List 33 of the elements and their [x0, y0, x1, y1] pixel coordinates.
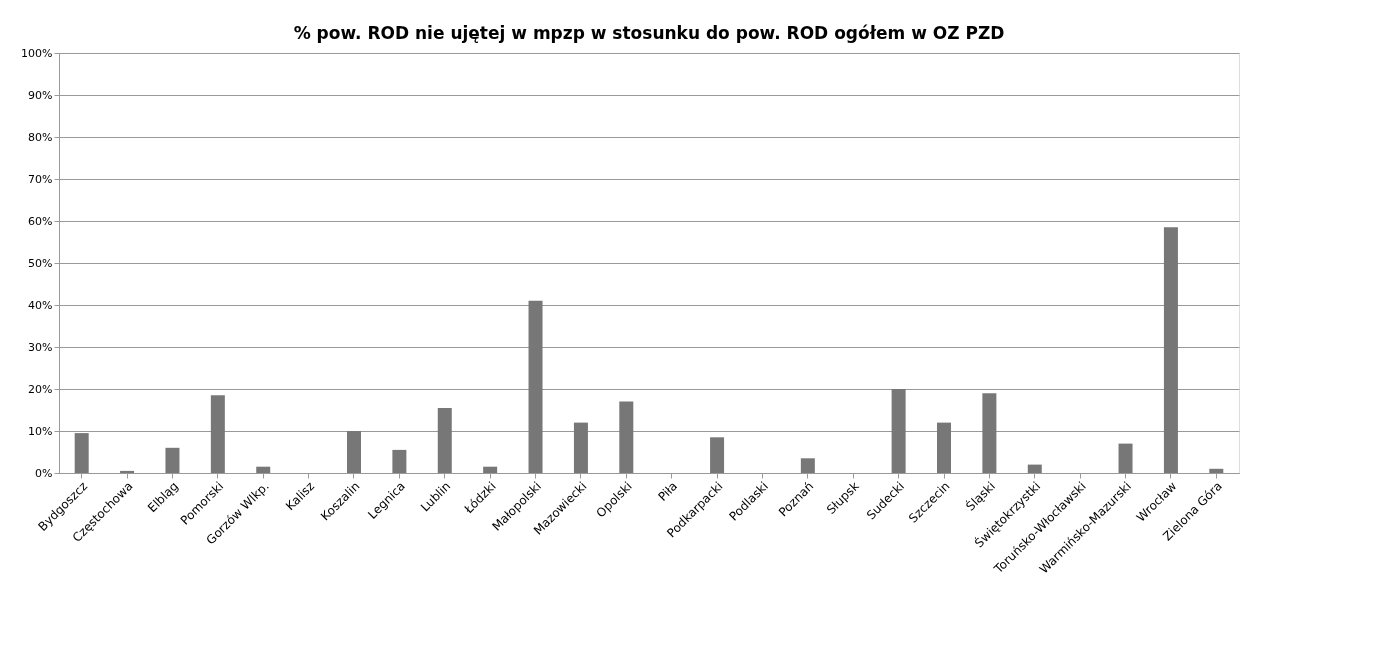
y-tick-label: 0%	[35, 466, 53, 480]
y-tick-label: 30%	[28, 340, 53, 354]
bar	[1118, 443, 1133, 473]
bar	[210, 395, 225, 473]
bar	[437, 407, 452, 473]
y-tick-label: 70%	[28, 172, 53, 186]
bar	[1163, 227, 1178, 473]
bar	[1027, 464, 1042, 473]
bar	[392, 449, 407, 473]
bar	[937, 422, 951, 473]
bar	[347, 431, 361, 473]
y-tick-label: 40%	[28, 298, 53, 312]
bar	[165, 447, 180, 473]
y-tick-label: 80%	[28, 130, 53, 144]
bar	[710, 437, 725, 473]
bar	[256, 466, 271, 473]
y-tick-label: 100%	[21, 46, 53, 60]
y-tick-label: 50%	[28, 256, 53, 270]
bar	[528, 300, 543, 473]
bar	[120, 470, 135, 473]
y-tick-label: 90%	[28, 88, 53, 102]
chart-title: % pow. ROD nie ujętej w mpzp w stosunku do pow. ROD ogółem w OZ PZD	[293, 23, 1005, 43]
y-tick-label: 20%	[28, 382, 53, 396]
y-tick-label: 10%	[28, 424, 53, 438]
bar	[483, 466, 498, 473]
bar	[1209, 468, 1224, 473]
bar	[891, 389, 906, 473]
bar	[800, 458, 815, 473]
y-tick-label: 60%	[28, 214, 53, 228]
bar	[74, 433, 89, 473]
bar	[573, 422, 588, 473]
bar	[982, 393, 997, 473]
bar	[619, 401, 634, 473]
